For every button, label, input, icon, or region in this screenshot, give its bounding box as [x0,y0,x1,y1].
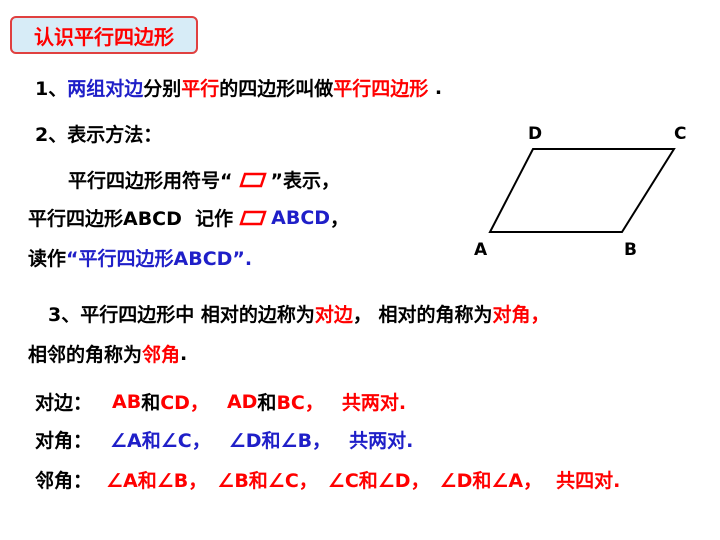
text: . [428,76,443,99]
text: ∠B和∠C， [217,470,318,492]
item2-line3: 读作 “平行四边形ABCD”. [28,244,252,271]
text: 共两对. [341,392,407,414]
item3-line1: 3、平行四边形中 相对的边称为 对边， 相对的角称为 对角， [48,300,550,327]
text: ∠A和∠C， [110,430,211,452]
label: 对边： [35,392,93,414]
text: 读作 [28,248,67,270]
text: ”表示， [270,170,341,192]
text: 平行四边形 [333,78,429,100]
text: 平行四边形ABCD 记作 [28,208,234,230]
text: 两组对边 [67,78,144,100]
row-adjacent-angles: 邻角： ∠A和∠B， ∠B和∠C， ∠C和∠D， ∠D和∠A， 共四对. [35,466,620,493]
text: 的四边形叫做 [219,78,334,100]
text: ， 相对的角称为 [352,304,493,326]
text: AD [226,390,258,413]
vertex-label: A [474,240,488,260]
text: ∠A和∠B， [106,470,208,492]
text: 对角， [492,304,550,326]
item2-line1: 平行四边形用符号“ ”表示， [68,166,340,193]
text: 和 [141,392,161,414]
item1: 1、 两组对边 分别 平行 的四边形叫做 平行四边形 . [35,74,442,101]
item2-heading: 2、表示方法： [35,120,162,147]
text: . [180,342,188,365]
row-opposite-sides: 对边： AB 和 CD， AD 和 BC， 共两对. [35,388,406,415]
text: ∠D和∠B， [228,430,332,452]
vertex-label: C [674,124,687,144]
item2-line2: 平行四边形ABCD 记作 ABCD， [28,204,349,231]
text: 平行 [181,78,220,100]
text: 平行四边形用符号“ [68,170,233,192]
text: ∠C和∠D， [327,470,430,492]
text: ， [330,208,350,230]
text: 2、表示方法： [35,124,163,146]
text: 共两对. [349,430,414,452]
text: ∠D和∠A， [439,470,543,492]
text: CD， [160,392,209,414]
parallelogram-symbol [239,210,267,225]
vertex-label: B [624,240,637,260]
label: 对角： [35,430,93,452]
text: “平行四边形ABCD”. [66,248,253,270]
vertex-label: D [528,124,543,144]
text: 邻角 [142,344,181,366]
text: 分别 [143,78,182,100]
text: 和 [257,392,277,414]
text: ABCD [271,206,331,229]
text: 相邻的角称为 [28,344,143,366]
parallelogram-symbol [238,172,267,187]
text: 共四对. [556,470,621,492]
label: 邻角： [35,470,93,492]
text: 1、 [35,78,68,100]
text: 3、平行四边形中 相对的边称为 [48,304,315,326]
text: 对边 [314,304,353,326]
title: 认识平行四边形 [10,16,198,54]
item3-line2: 相邻的角称为 邻角. [28,340,187,367]
text: BC， [276,392,324,414]
text: AB [112,390,142,413]
parallelogram [488,148,676,233]
row-opposite-angles: 对角： ∠A和∠C， ∠D和∠B， 共两对. [35,426,413,453]
